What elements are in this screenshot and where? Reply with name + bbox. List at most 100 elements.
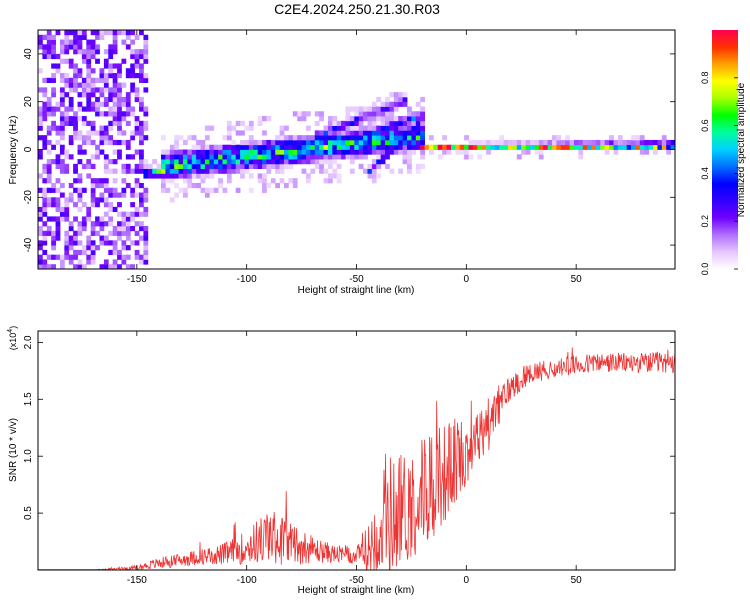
spectrogram-cell [393, 130, 399, 136]
spectrogram-cell [222, 144, 228, 150]
spectrogram-cell [411, 149, 417, 155]
spectrogram-cell [46, 106, 52, 112]
spectrogram-cell [103, 30, 109, 36]
spectrogram-cell [46, 130, 52, 136]
spectrogram-cell [77, 197, 83, 203]
spectrogram-cell [367, 173, 373, 179]
spectrogram-cell [196, 173, 201, 179]
spectrogram-cell [380, 149, 386, 155]
spectrogram-cell [385, 101, 390, 107]
spectrogram-cell [327, 120, 333, 126]
spectrogram-cell [666, 139, 672, 146]
spectrogram-cell [363, 135, 368, 141]
spectrogram-cell [622, 139, 628, 146]
spectrogram-cell [117, 96, 122, 103]
spectrogram-cell [516, 154, 522, 160]
spectrogram-cell [103, 139, 109, 146]
spectrogram-cell [112, 120, 118, 126]
spectrogram-cell [55, 63, 61, 69]
spectrogram-cell [130, 154, 136, 160]
spectrogram-cell [90, 125, 96, 131]
spectrogram-cell [332, 168, 338, 174]
spectrogram-cell [112, 149, 118, 155]
spectrogram-cell [349, 139, 355, 146]
x-tick-label: 50 [571, 274, 583, 285]
spectrogram-cell [617, 144, 623, 150]
spectrogram-cell [161, 178, 166, 184]
spectrogram-cell [90, 44, 96, 50]
spectrogram-cell [112, 44, 118, 50]
spectrogram-cell [121, 130, 127, 136]
spectrogram-cell [64, 58, 70, 64]
spectrogram-cell [512, 144, 518, 150]
spectrogram-cell [112, 49, 118, 55]
spectrogram-cell [68, 192, 74, 198]
spectrogram-cell [165, 163, 171, 170]
spectrogram-cell [538, 144, 544, 150]
spectrogram-cell [653, 149, 658, 155]
spectrogram-cell [143, 245, 149, 251]
spectrogram-cell [130, 216, 136, 222]
spectrogram-cell [262, 154, 267, 160]
spectrogram-cell [556, 135, 562, 141]
spectrogram-cell [305, 139, 311, 146]
spectrogram-cell [68, 101, 74, 107]
spectrogram-cell [95, 197, 100, 203]
spectrogram-cell [218, 159, 223, 165]
spectrogram-cell [292, 135, 298, 141]
spectrogram-cell [125, 230, 131, 236]
spectrogram-cell [95, 77, 100, 83]
spectrogram-cell [187, 149, 193, 155]
spectrogram-cell [68, 63, 74, 69]
spectrogram-cell [363, 125, 368, 131]
spectrogram-cell [86, 63, 92, 69]
spectrogram-cell [262, 182, 267, 189]
spectrogram-cell [231, 139, 237, 146]
spectrogram-cell [345, 149, 351, 155]
spectrogram-cell [64, 116, 70, 122]
spectrogram-cell [55, 254, 61, 260]
spectrogram-cell [108, 249, 114, 256]
spectrogram-cell [367, 168, 373, 174]
spectrogram-cell [103, 58, 109, 64]
spectrogram-cell [38, 34, 43, 40]
spectrogram-cell [204, 154, 210, 160]
spectrogram-cell [38, 187, 43, 193]
spectrogram-cell [367, 125, 373, 131]
spectrogram-cell [349, 154, 355, 160]
spectrogram-cell [108, 139, 114, 146]
spectrogram-cell [42, 221, 48, 227]
spectrogram-cell [262, 116, 267, 122]
spectrogram-cell [191, 163, 197, 170]
spectrogram-cell [112, 245, 118, 251]
spectrogram-cell [270, 139, 276, 146]
spectrogram-cell [103, 259, 109, 265]
spectrogram-cell [314, 149, 320, 155]
spectrogram-cell [187, 159, 193, 165]
spectrogram-cell [595, 139, 601, 146]
spectrogram-cell [55, 187, 61, 193]
spectrogram-cell [90, 259, 96, 265]
spectrogram-cell [86, 49, 92, 55]
spectrogram-cell [182, 163, 188, 170]
spectrogram-cell [38, 106, 43, 112]
spectrogram-cell [73, 87, 78, 93]
spectrogram-cell [42, 53, 48, 60]
spectrogram-cell [81, 53, 87, 60]
spectrogram-cell [521, 144, 527, 150]
spectrogram-cell [257, 173, 263, 179]
spectrogram-cell [191, 144, 197, 150]
spectrogram-cell [125, 254, 131, 260]
spectrogram-cell [367, 106, 373, 112]
spectrogram-cell [156, 163, 162, 170]
spectrogram-cell [108, 87, 114, 93]
spectrogram-cell [68, 30, 74, 36]
spectrogram-cell [226, 149, 232, 155]
spectrogram-cell [51, 39, 56, 45]
spectrogram-cell [86, 53, 92, 60]
spectrogram-cell [371, 135, 377, 141]
spectrogram-cell [152, 173, 158, 179]
spectrogram-cell [275, 168, 281, 174]
spectrogram-cell [143, 206, 149, 213]
